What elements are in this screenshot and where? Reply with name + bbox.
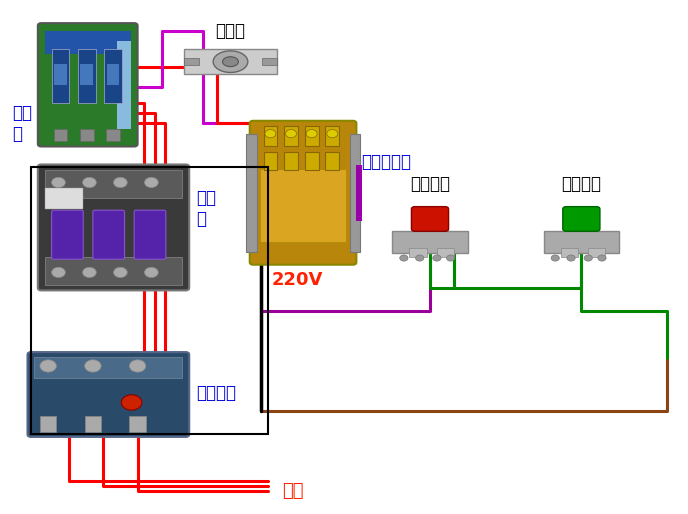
Circle shape xyxy=(447,255,455,261)
Circle shape xyxy=(52,267,65,278)
Circle shape xyxy=(129,360,146,372)
Circle shape xyxy=(598,255,606,261)
Bar xyxy=(107,64,119,85)
Circle shape xyxy=(416,255,424,261)
FancyBboxPatch shape xyxy=(52,210,83,259)
Bar xyxy=(544,231,619,253)
Text: 断路
器: 断路 器 xyxy=(12,104,32,143)
Bar xyxy=(246,134,257,252)
Text: 隔离变压器: 隔离变压器 xyxy=(361,153,411,171)
Bar xyxy=(260,170,346,242)
Circle shape xyxy=(121,395,142,410)
Circle shape xyxy=(567,255,575,261)
Text: 负载: 负载 xyxy=(282,482,303,500)
Circle shape xyxy=(286,130,297,138)
Bar xyxy=(588,248,605,257)
Bar xyxy=(117,41,131,128)
Ellipse shape xyxy=(222,57,239,67)
FancyBboxPatch shape xyxy=(411,207,449,231)
FancyBboxPatch shape xyxy=(93,210,125,259)
Bar xyxy=(284,152,298,170)
Circle shape xyxy=(400,255,408,261)
Circle shape xyxy=(265,130,276,138)
Circle shape xyxy=(551,255,559,261)
Circle shape xyxy=(85,360,101,372)
Text: 燘断器: 燘断器 xyxy=(215,22,246,40)
Circle shape xyxy=(40,360,56,372)
FancyBboxPatch shape xyxy=(38,23,138,146)
Bar xyxy=(561,248,578,257)
Circle shape xyxy=(433,255,441,261)
Text: 启动按鈕: 启动按鈕 xyxy=(561,175,601,193)
Bar xyxy=(262,58,277,65)
Circle shape xyxy=(83,177,96,188)
Bar xyxy=(45,170,182,198)
Bar xyxy=(325,126,339,146)
Circle shape xyxy=(306,130,317,138)
Bar xyxy=(129,416,146,432)
Bar xyxy=(325,152,339,170)
Bar xyxy=(85,416,101,432)
FancyBboxPatch shape xyxy=(38,164,189,290)
Bar xyxy=(392,231,468,253)
FancyBboxPatch shape xyxy=(563,207,600,231)
Bar xyxy=(437,248,454,257)
Circle shape xyxy=(83,267,96,278)
Bar xyxy=(40,416,56,432)
Text: 220V: 220V xyxy=(272,271,323,289)
Bar xyxy=(80,64,93,85)
Bar xyxy=(45,257,182,285)
Bar xyxy=(78,49,96,103)
Bar xyxy=(264,152,277,170)
Bar xyxy=(409,248,427,257)
FancyBboxPatch shape xyxy=(250,121,356,265)
Bar xyxy=(184,58,199,65)
Text: 热继电器: 热继电器 xyxy=(196,384,236,402)
Bar xyxy=(54,64,67,85)
Bar xyxy=(284,126,298,146)
Bar xyxy=(31,167,268,434)
Text: 接触
器: 接触 器 xyxy=(196,189,216,228)
Bar xyxy=(104,49,122,103)
Circle shape xyxy=(114,177,127,188)
Ellipse shape xyxy=(213,51,248,72)
Circle shape xyxy=(144,177,158,188)
Circle shape xyxy=(144,267,158,278)
Bar xyxy=(350,134,360,252)
Bar xyxy=(45,188,83,209)
Circle shape xyxy=(52,177,65,188)
Bar xyxy=(305,152,319,170)
Bar xyxy=(54,128,67,141)
Bar xyxy=(106,128,120,141)
Bar xyxy=(305,126,319,146)
Bar xyxy=(52,49,69,103)
FancyBboxPatch shape xyxy=(134,210,166,259)
Bar xyxy=(34,357,182,378)
Circle shape xyxy=(327,130,338,138)
Bar xyxy=(45,31,131,54)
Bar xyxy=(80,128,94,141)
FancyBboxPatch shape xyxy=(28,352,189,437)
Bar xyxy=(184,49,277,74)
Circle shape xyxy=(114,267,127,278)
Circle shape xyxy=(584,255,592,261)
Bar xyxy=(264,126,277,146)
Text: 停止按鈕: 停止按鈕 xyxy=(410,175,450,193)
Bar xyxy=(356,165,362,221)
